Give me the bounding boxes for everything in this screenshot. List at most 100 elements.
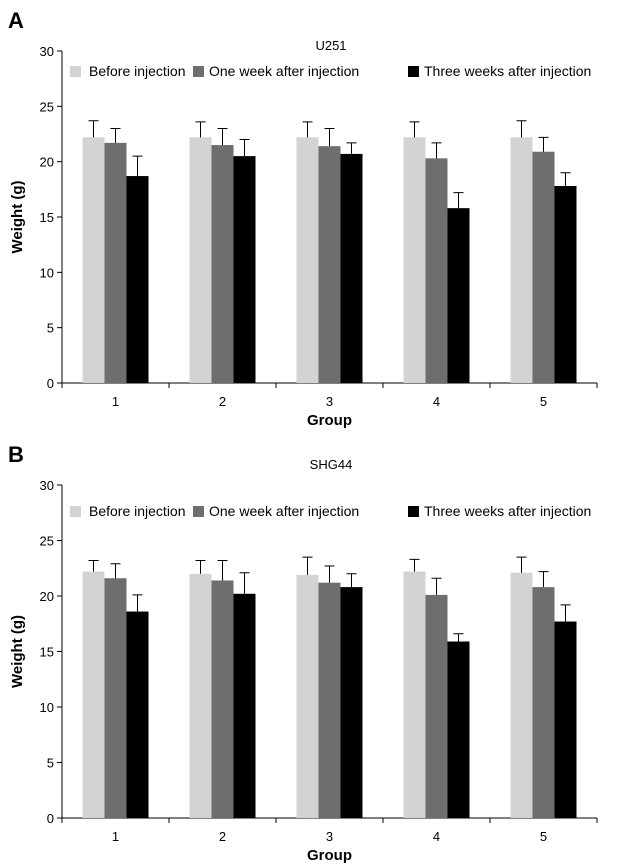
error-bar bbox=[132, 155, 143, 177]
y-tick-label: 25 bbox=[40, 534, 54, 549]
x-tick-label: 3 bbox=[326, 394, 333, 409]
error-bar bbox=[324, 127, 335, 147]
error-bar bbox=[110, 127, 121, 143]
panel-a: A U251 0 5 10 15 20 25 30 Weight (g) 1 2 3 4 5 Group Bef… bbox=[8, 8, 598, 429]
bar bbox=[425, 594, 448, 818]
panel-label: B bbox=[8, 442, 24, 467]
legend-swatch bbox=[193, 66, 204, 77]
bar bbox=[233, 156, 256, 383]
y-tick-label: 20 bbox=[40, 155, 54, 170]
error-bar bbox=[239, 139, 250, 157]
x-tick-label: 2 bbox=[219, 394, 226, 409]
error-bar bbox=[409, 121, 420, 138]
bar bbox=[532, 151, 555, 383]
error-bar bbox=[88, 120, 99, 138]
bar bbox=[233, 593, 256, 818]
x-tick-label: 4 bbox=[433, 394, 440, 409]
y-tick-label: 10 bbox=[40, 700, 54, 715]
error-bar bbox=[88, 559, 99, 572]
chart-title: SHG44 bbox=[310, 457, 353, 472]
bar bbox=[318, 582, 341, 818]
error-bar bbox=[239, 572, 250, 594]
error-bar bbox=[132, 594, 143, 612]
bar bbox=[403, 137, 426, 383]
panel-b: B SHG44 0 5 10 15 20 25 30 Weight (g) 1 2 3 4 5 Group Be… bbox=[8, 442, 598, 864]
error-bar bbox=[538, 571, 549, 588]
bar bbox=[211, 580, 234, 818]
bar bbox=[296, 137, 319, 383]
y-axis-label: Weight (g) bbox=[9, 180, 26, 253]
panel-label: A bbox=[8, 8, 24, 33]
legend-label: One week after injection bbox=[209, 503, 359, 519]
error-bar bbox=[431, 577, 442, 595]
error-bar bbox=[110, 563, 121, 579]
y-tick-label: 5 bbox=[47, 756, 54, 771]
bar bbox=[189, 137, 212, 383]
error-bar bbox=[560, 604, 571, 622]
bar bbox=[318, 146, 341, 383]
error-bar bbox=[431, 142, 442, 159]
y-tick-label: 0 bbox=[47, 376, 54, 391]
legend-label: Before injection bbox=[89, 503, 186, 519]
error-bar bbox=[195, 121, 206, 138]
x-tick-label: 2 bbox=[219, 829, 226, 844]
y-tick-label: 15 bbox=[40, 645, 54, 660]
y-tick-label: 25 bbox=[40, 99, 54, 114]
error-bar bbox=[346, 573, 357, 588]
error-bar bbox=[516, 556, 527, 573]
bar bbox=[211, 145, 234, 383]
y-axis-label: Weight (g) bbox=[9, 615, 26, 688]
legend-label: Three weeks after injection bbox=[424, 503, 591, 519]
error-bar bbox=[538, 136, 549, 152]
y-tick-label: 30 bbox=[40, 478, 54, 493]
bar bbox=[510, 572, 533, 818]
bar bbox=[104, 578, 127, 818]
error-bar bbox=[560, 172, 571, 187]
legend-label: Before injection bbox=[89, 63, 186, 79]
error-bar bbox=[516, 120, 527, 138]
error-bar bbox=[302, 556, 313, 575]
y-tick-label: 30 bbox=[40, 44, 54, 59]
bar bbox=[403, 571, 426, 818]
error-bar bbox=[324, 565, 335, 583]
error-bar bbox=[217, 559, 228, 581]
legend-label: Three weeks after injection bbox=[424, 63, 591, 79]
bar bbox=[425, 158, 448, 383]
x-tick-label: 4 bbox=[433, 829, 440, 844]
x-tick-label: 1 bbox=[112, 829, 119, 844]
legend-swatch bbox=[408, 506, 419, 517]
error-bar bbox=[453, 633, 464, 642]
bar bbox=[340, 153, 363, 383]
y-tick-label: 20 bbox=[40, 589, 54, 604]
x-axis-label: Group bbox=[307, 412, 352, 429]
bar bbox=[82, 137, 105, 383]
bar bbox=[126, 176, 149, 383]
bar bbox=[510, 137, 533, 383]
error-bar bbox=[453, 192, 464, 209]
x-tick-label: 5 bbox=[540, 829, 547, 844]
bar bbox=[104, 142, 127, 383]
y-tick-label: 10 bbox=[40, 265, 54, 280]
bar bbox=[447, 208, 470, 383]
y-tick-label: 5 bbox=[47, 321, 54, 336]
error-bar bbox=[217, 127, 228, 146]
bar bbox=[189, 573, 212, 818]
error-bar bbox=[302, 121, 313, 138]
bar bbox=[554, 621, 577, 818]
legend-swatch bbox=[70, 66, 81, 77]
legend-swatch bbox=[408, 66, 419, 77]
error-bar bbox=[409, 558, 420, 572]
legend-swatch bbox=[70, 506, 81, 517]
error-bar bbox=[346, 142, 357, 154]
error-bar bbox=[195, 559, 206, 574]
x-tick-label: 5 bbox=[540, 394, 547, 409]
x-axis-label: Group bbox=[307, 847, 352, 864]
x-tick-label: 1 bbox=[112, 394, 119, 409]
bar bbox=[296, 574, 319, 818]
y-tick-label: 0 bbox=[47, 811, 54, 826]
y-tick-label: 15 bbox=[40, 210, 54, 225]
bar bbox=[126, 611, 149, 818]
bar bbox=[554, 186, 577, 383]
x-tick-label: 3 bbox=[326, 829, 333, 844]
